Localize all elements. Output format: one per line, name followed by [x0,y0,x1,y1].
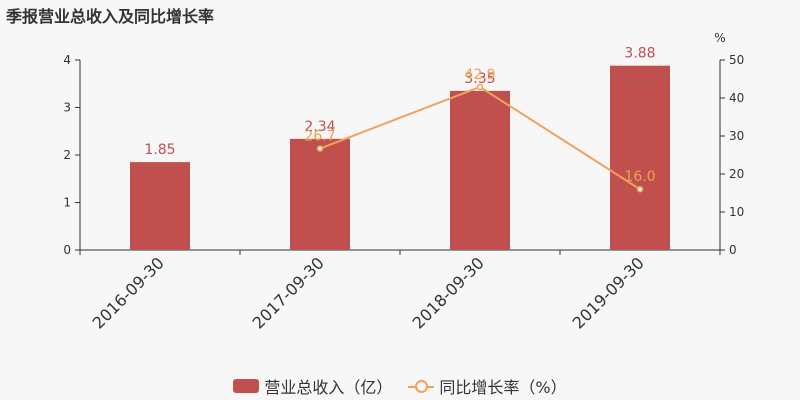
bar-value-label: 3.35 [464,71,495,87]
bar-value-label: 3.88 [624,46,655,62]
y-left-tick-label: 1 [63,196,71,210]
legend-item-growth[interactable]: 同比增长率（%） [408,374,567,398]
legend-item-revenue[interactable]: 营业总收入（亿） [233,374,392,398]
x-tick-label: 2016-09-30 [89,253,168,332]
y-right-tick-label: 30 [729,129,744,143]
y-left-tick-label: 3 [63,101,71,115]
growth-value-label: 26.7 [304,129,335,145]
y-right-unit: % [714,31,725,45]
y-right-tick-label: 0 [729,243,737,257]
legend-label-revenue: 营业总收入（亿） [264,378,393,397]
legend: 营业总收入（亿） 同比增长率（%） [0,374,800,398]
bar-value-label: 1.85 [144,142,175,158]
y-right-tick-label: 40 [729,91,744,105]
legend-bar-swatch [233,379,260,393]
bar [290,138,350,250]
y-right-tick-label: 50 [729,53,744,67]
y-right-tick-label: 20 [729,167,744,181]
legend-line-swatch [408,379,435,393]
bar [450,90,510,250]
growth-value-label: 42.9 [464,67,495,83]
y-left-tick-label: 4 [63,53,71,67]
x-tick-label: 2018-09-30 [409,253,488,332]
bar [130,162,190,250]
bar-value-label: 2.34 [304,119,335,135]
y-left-tick-label: 2 [63,148,71,162]
x-tick-label: 2019-09-30 [569,253,648,332]
growth-point [316,145,324,152]
y-left-tick-label: 0 [63,243,71,257]
growth-value-label: 16.0 [624,169,655,185]
growth-point [636,185,644,193]
growth-point [476,83,484,91]
legend-label-growth: 同比增长率（%） [439,378,567,397]
bar [610,65,670,250]
x-tick-label: 2017-09-30 [249,253,328,332]
chart-title: 季报营业总收入及同比增长率 [6,7,215,26]
y-right-tick-label: 10 [729,205,744,219]
